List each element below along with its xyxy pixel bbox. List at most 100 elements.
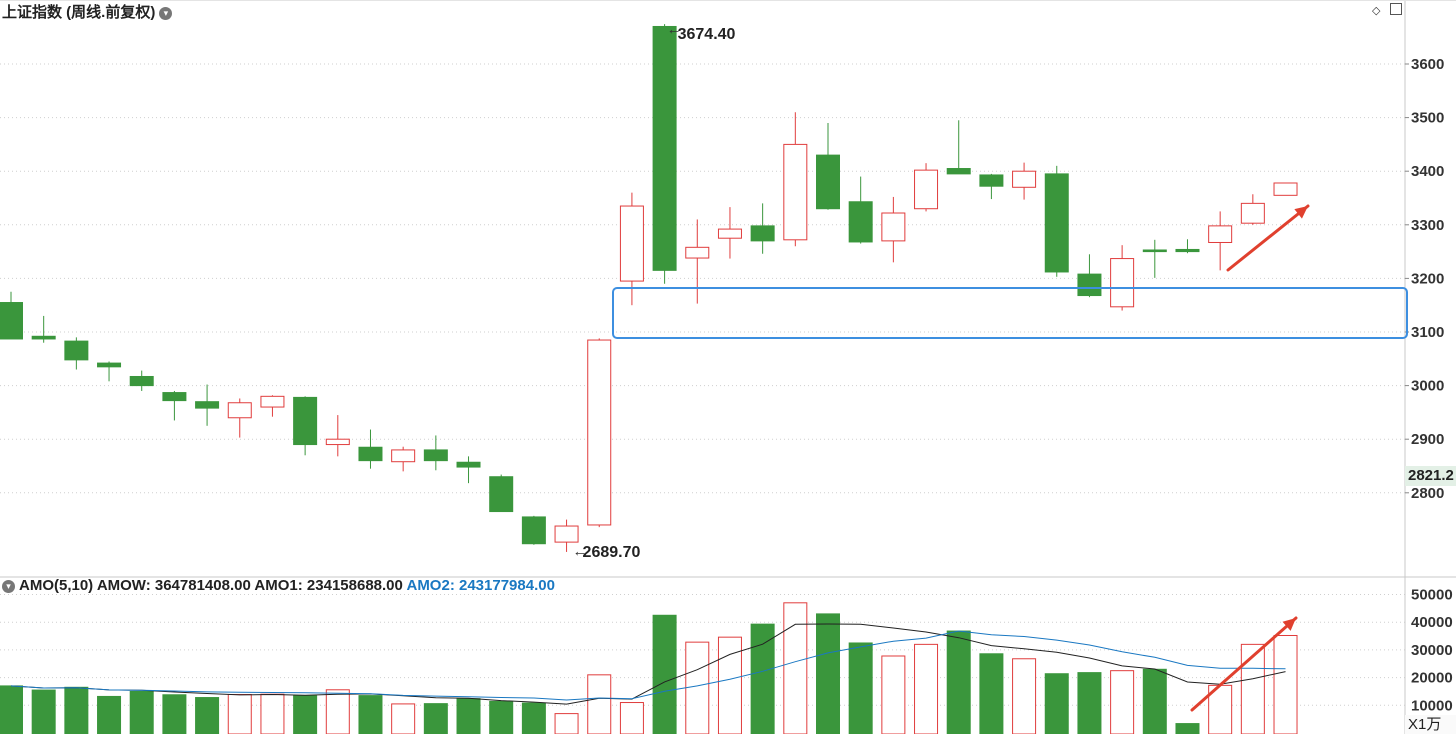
chevron-down-icon[interactable]: ▾ bbox=[2, 580, 15, 593]
square-icon[interactable] bbox=[1390, 3, 1402, 15]
amo2-value: AMO2: 243177984.00 bbox=[406, 577, 555, 594]
volume-bar bbox=[391, 703, 416, 734]
volume-tick-label: 20000 bbox=[1411, 670, 1453, 687]
amow-value: AMOW: 364781408.00 bbox=[96, 577, 251, 594]
volume-bar bbox=[97, 695, 122, 734]
volume-tick-label: 40000 bbox=[1411, 614, 1453, 631]
volume-bar bbox=[423, 703, 448, 734]
volume-bar bbox=[717, 636, 742, 734]
candle-down bbox=[816, 154, 840, 210]
candle-up bbox=[1240, 202, 1265, 224]
volume-bar bbox=[325, 689, 350, 734]
price-tick-label: 3000 bbox=[1411, 378, 1444, 395]
volume-bar bbox=[1110, 670, 1135, 734]
current-price-tag: 2821.2 bbox=[1405, 466, 1456, 486]
ma10-line bbox=[10, 630, 1286, 701]
annotations: ←3674.40←2689.70 bbox=[573, 21, 1408, 712]
uptrend-arrow-volume bbox=[1190, 616, 1298, 712]
candle-down bbox=[0, 302, 23, 340]
candle-down bbox=[64, 340, 89, 361]
candle-down bbox=[129, 375, 154, 387]
volume-bar bbox=[914, 643, 939, 734]
volume-bar bbox=[260, 693, 285, 734]
volume-moving-averages bbox=[10, 623, 1286, 705]
volume-bar bbox=[293, 695, 318, 734]
candle-down bbox=[946, 168, 971, 175]
volume-bar bbox=[1273, 634, 1298, 734]
candle-down bbox=[489, 476, 514, 513]
candle-down bbox=[979, 174, 1004, 187]
volume-bar bbox=[358, 695, 383, 734]
volume-bar bbox=[1175, 723, 1200, 734]
uptrend-arrow-price bbox=[1226, 204, 1310, 272]
arrow-shaft bbox=[1226, 204, 1310, 272]
candle-down bbox=[97, 362, 122, 368]
chart-title-row[interactable]: 上证指数 (周线.前复权) ▾ bbox=[2, 1, 173, 22]
candle-down bbox=[358, 446, 383, 462]
price-tick-label: 3300 bbox=[1411, 217, 1444, 234]
volume-bar bbox=[587, 674, 612, 734]
volume-bar bbox=[848, 642, 873, 734]
candle-up bbox=[783, 143, 808, 241]
high-annotation: 3674.40 bbox=[678, 26, 736, 43]
volume-bar bbox=[946, 630, 971, 734]
candle-up bbox=[717, 228, 742, 239]
candle-up bbox=[325, 438, 350, 446]
volume-bar bbox=[456, 698, 481, 734]
price-tick-label: 2900 bbox=[1411, 431, 1444, 448]
candle-up bbox=[554, 525, 579, 543]
price-tick-label: 3100 bbox=[1411, 324, 1444, 341]
volume-bar bbox=[652, 614, 677, 734]
candle-down bbox=[1142, 249, 1167, 253]
volume-bar bbox=[979, 653, 1004, 734]
arrow-head bbox=[1294, 206, 1308, 219]
price-tick-label: 2800 bbox=[1411, 485, 1444, 502]
candle-up bbox=[914, 169, 939, 210]
price-tick-label: 3500 bbox=[1411, 110, 1444, 127]
high-arrow: ← bbox=[667, 21, 682, 38]
candle-up bbox=[260, 395, 285, 408]
volume-tick-label: 50000 bbox=[1411, 587, 1453, 604]
candle-down bbox=[423, 449, 448, 462]
volume-bar bbox=[1044, 673, 1069, 734]
candle-down bbox=[1175, 248, 1200, 253]
volume-bar bbox=[31, 689, 56, 734]
candle-up bbox=[391, 449, 416, 463]
volume-bar bbox=[162, 694, 187, 734]
candle-down bbox=[848, 201, 873, 243]
volume-bar bbox=[1142, 668, 1167, 734]
candle-up bbox=[1208, 225, 1233, 243]
volume-bar bbox=[783, 602, 808, 734]
grid-layer bbox=[0, 63, 1405, 706]
volume-bar bbox=[64, 686, 89, 734]
arrow-shaft bbox=[1190, 616, 1298, 712]
volume-bar bbox=[195, 697, 220, 734]
candle-down bbox=[521, 516, 546, 545]
volume-bar bbox=[227, 693, 252, 734]
candle-up bbox=[685, 246, 710, 259]
amo-indicator-label: AMO(5,10) bbox=[19, 577, 94, 594]
volume-bar bbox=[1077, 672, 1102, 734]
candle-up bbox=[1110, 258, 1135, 308]
volume-bar bbox=[619, 702, 644, 734]
candle-up bbox=[587, 339, 612, 526]
candle-down bbox=[195, 401, 220, 409]
candlesticks bbox=[0, 24, 1298, 552]
volume-bars bbox=[0, 602, 1298, 734]
volume-bar bbox=[816, 613, 840, 734]
volume-bar bbox=[0, 685, 23, 734]
candle-down bbox=[456, 461, 481, 468]
amo1-value: AMO1: 234158688.00 bbox=[254, 577, 403, 594]
volume-indicator-header: ▾ AMO(5,10) AMOW: 364781408.00 AMO1: 2341… bbox=[2, 577, 555, 594]
diamond-icon[interactable]: ◇ bbox=[1372, 5, 1381, 17]
volume-bar bbox=[1012, 658, 1037, 734]
candle-up bbox=[227, 402, 252, 419]
candle-up bbox=[619, 205, 644, 282]
price-tick-label: 3400 bbox=[1411, 163, 1444, 180]
arrow-head bbox=[1282, 618, 1296, 631]
chevron-down-icon[interactable]: ▾ bbox=[159, 7, 173, 20]
volume-bar bbox=[521, 702, 546, 734]
price-tick-label: 3600 bbox=[1411, 56, 1444, 73]
volume-bar bbox=[554, 713, 579, 734]
